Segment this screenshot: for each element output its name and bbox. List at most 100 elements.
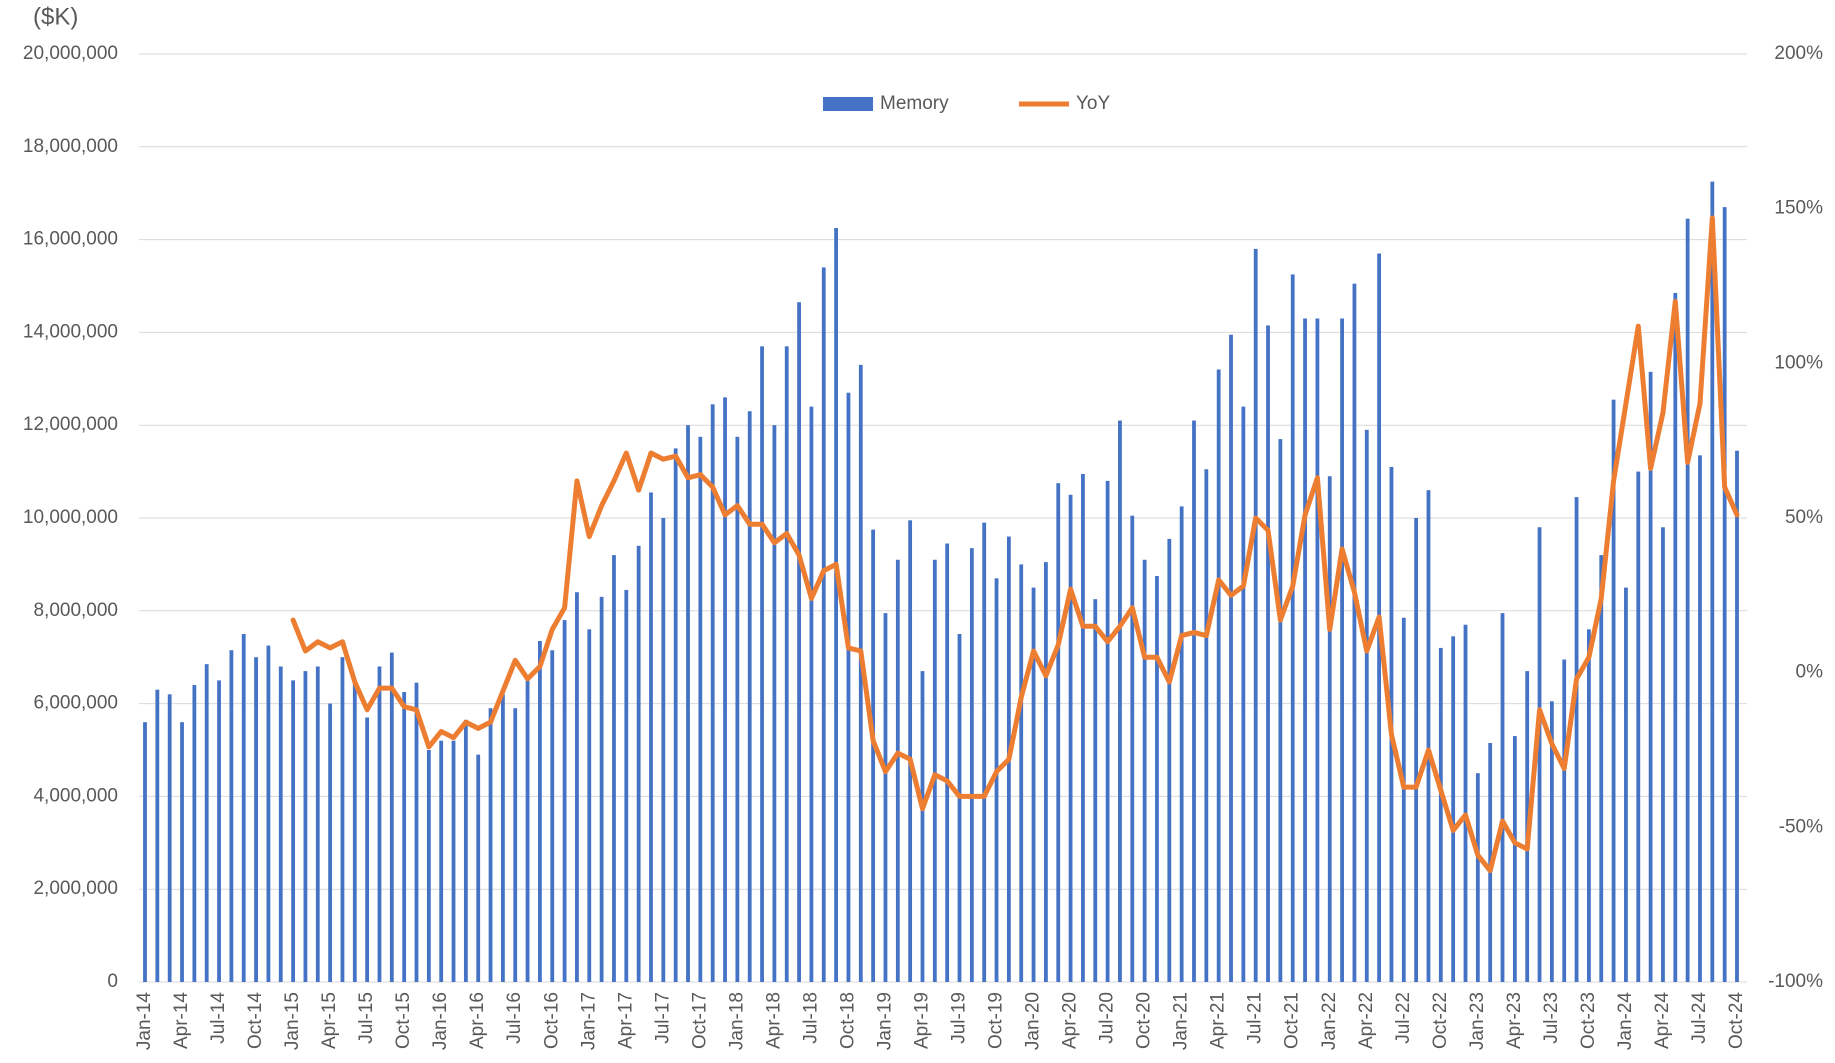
line bbox=[290, 215, 1740, 874]
bar bbox=[1204, 469, 1209, 982]
bar bbox=[192, 685, 197, 982]
y-tick-label: 6,000,000 bbox=[33, 693, 118, 714]
bar bbox=[858, 364, 863, 982]
bar bbox=[575, 592, 579, 982]
x-tick-label: Jul-16 bbox=[504, 992, 525, 1044]
bar bbox=[513, 708, 518, 982]
bar bbox=[920, 671, 925, 982]
bar bbox=[254, 657, 258, 982]
x-tick-label: Oct-19 bbox=[986, 992, 1007, 1049]
bar bbox=[1278, 439, 1283, 982]
bar bbox=[747, 411, 752, 982]
y-tick-label: 10,000,000 bbox=[23, 507, 118, 528]
bar bbox=[1167, 538, 1172, 982]
bar bbox=[871, 529, 876, 982]
x-tick-label: Apr-15 bbox=[319, 992, 340, 1049]
bar bbox=[809, 406, 814, 982]
legend-label: Memory bbox=[880, 93, 949, 114]
bar bbox=[426, 750, 431, 982]
bar bbox=[180, 722, 184, 982]
bar bbox=[488, 708, 493, 982]
bar bbox=[1327, 476, 1332, 982]
bar bbox=[266, 645, 271, 982]
bar bbox=[710, 404, 715, 982]
x-tick-label: Apr-14 bbox=[171, 992, 192, 1049]
legend-swatch bbox=[823, 97, 873, 111]
bar bbox=[1722, 207, 1727, 982]
x-tick-label: Jul-21 bbox=[1245, 992, 1266, 1044]
bar bbox=[1118, 420, 1122, 982]
bar bbox=[451, 740, 456, 982]
bar bbox=[834, 228, 839, 982]
x-tick-label: Jan-24 bbox=[1615, 992, 1636, 1051]
x-tick-label: Oct-24 bbox=[1726, 992, 1747, 1049]
x-tick-label: Jan-19 bbox=[874, 992, 895, 1050]
x-tick-label: Jul-19 bbox=[949, 992, 970, 1044]
y-tick-label: 12,000,000 bbox=[23, 414, 118, 435]
bar bbox=[1562, 659, 1567, 982]
bar bbox=[1636, 471, 1641, 982]
x-tick-label: Oct-22 bbox=[1430, 992, 1451, 1049]
bar bbox=[723, 397, 727, 982]
y-tick-label: 2,000,000 bbox=[33, 878, 118, 899]
bar bbox=[155, 689, 160, 982]
bar bbox=[525, 675, 530, 982]
bar bbox=[1475, 773, 1480, 982]
x-tick-label: Oct-16 bbox=[541, 992, 562, 1049]
bar bbox=[612, 555, 616, 982]
bar bbox=[439, 740, 444, 982]
x-tick-label: Jul-18 bbox=[800, 992, 821, 1044]
bar bbox=[1093, 599, 1098, 982]
x-tick-label: Jan-15 bbox=[282, 992, 303, 1050]
bar bbox=[476, 754, 481, 982]
bar bbox=[1648, 371, 1653, 983]
bar bbox=[698, 436, 703, 982]
bar bbox=[1512, 736, 1517, 982]
bar bbox=[797, 302, 801, 982]
bar bbox=[204, 664, 209, 982]
bar bbox=[735, 436, 740, 982]
bar bbox=[315, 666, 320, 982]
x-tick-label: Apr-24 bbox=[1652, 992, 1673, 1049]
bar bbox=[241, 634, 246, 982]
bar bbox=[673, 448, 678, 982]
bar bbox=[1068, 494, 1073, 982]
x-tick-label: Jul-24 bbox=[1689, 992, 1710, 1044]
bar bbox=[562, 620, 567, 982]
bar bbox=[1266, 325, 1270, 982]
bar bbox=[1463, 624, 1468, 982]
bar bbox=[1537, 527, 1542, 982]
bar bbox=[389, 652, 394, 982]
bar bbox=[1031, 587, 1036, 982]
y-axis-label: ($K) bbox=[33, 3, 78, 30]
bar bbox=[599, 596, 604, 982]
bar bbox=[661, 518, 666, 982]
x-tick-label: Apr-20 bbox=[1060, 992, 1081, 1049]
bar bbox=[1500, 613, 1505, 982]
y-tick-label: 16,000,000 bbox=[23, 229, 118, 250]
y-tick-label: 8,000,000 bbox=[33, 600, 118, 621]
legend-label: YoY bbox=[1076, 93, 1110, 114]
bar bbox=[1364, 429, 1369, 983]
bar bbox=[167, 694, 172, 982]
bar bbox=[1130, 515, 1135, 982]
bar bbox=[1290, 274, 1295, 982]
x-tick-label: Oct-14 bbox=[245, 992, 266, 1049]
bar bbox=[1698, 455, 1702, 982]
bar bbox=[760, 346, 764, 982]
bar bbox=[1253, 248, 1258, 982]
bar bbox=[1549, 701, 1554, 982]
bar bbox=[1426, 490, 1431, 982]
bar bbox=[291, 680, 295, 982]
bar bbox=[402, 692, 407, 982]
bar bbox=[1216, 369, 1221, 982]
y-tick-label: 20,000,000 bbox=[23, 43, 118, 64]
bar bbox=[1340, 318, 1344, 983]
bar bbox=[821, 267, 826, 982]
x-tick-label: Apr-19 bbox=[912, 992, 933, 1049]
x-tick-label: Apr-22 bbox=[1356, 992, 1377, 1049]
bar bbox=[1043, 562, 1048, 982]
y2-tick-label: 200% bbox=[1774, 43, 1823, 64]
bar bbox=[1155, 576, 1159, 982]
